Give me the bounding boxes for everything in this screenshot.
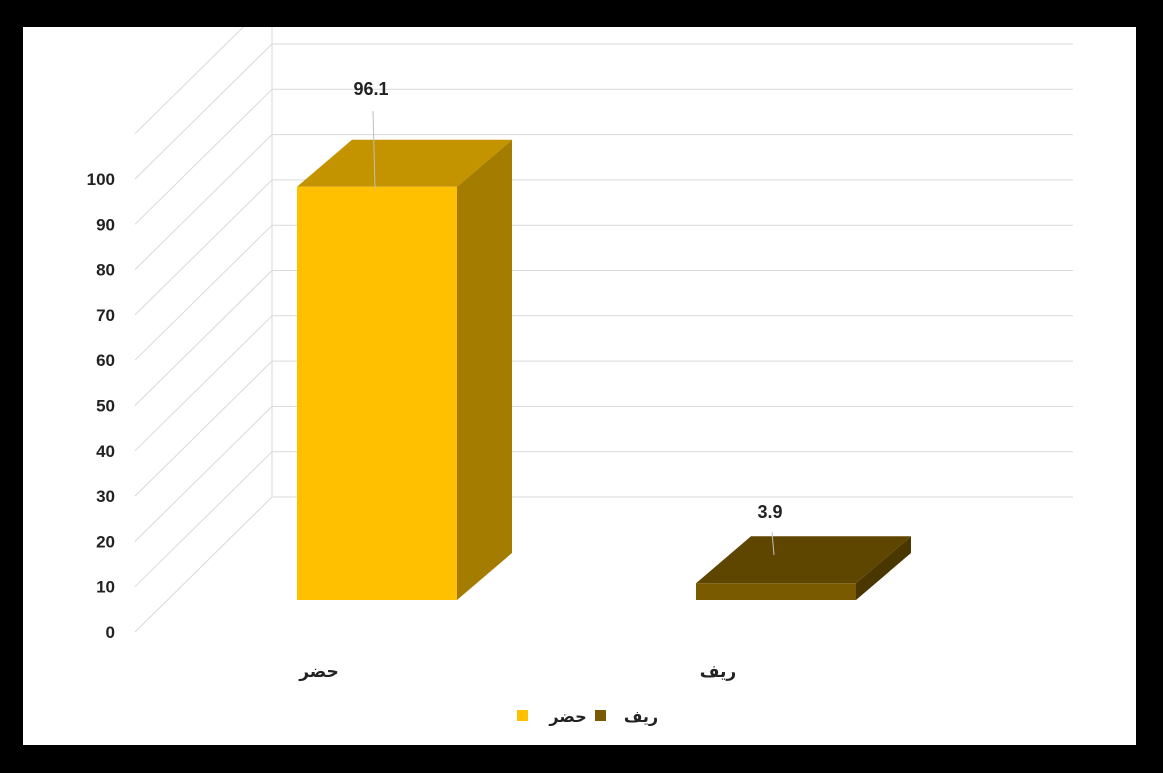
y-tick-label: 90 xyxy=(96,215,115,234)
bar-side-face xyxy=(457,139,512,600)
gridline-diagonal xyxy=(134,134,273,270)
y-tick-label: 80 xyxy=(96,261,115,280)
bar xyxy=(696,536,911,600)
bar-front-face xyxy=(297,186,457,600)
bar-front-face xyxy=(696,583,856,600)
y-tick-label: 50 xyxy=(96,397,115,416)
y-tick-label: 60 xyxy=(96,351,115,370)
gridlines xyxy=(134,27,1073,633)
gridline xyxy=(134,88,1073,225)
y-axis-ticks: 0 10 20 30 40 50 60 70 80 90 100 xyxy=(87,170,115,642)
y-tick-label: 40 xyxy=(96,442,115,461)
gridline-diagonal xyxy=(134,179,273,316)
y-tick-label: 30 xyxy=(96,487,115,506)
data-labels: 96.1 3.9 xyxy=(353,79,783,556)
gridline xyxy=(134,43,1073,180)
legend-label: ريف xyxy=(624,707,658,726)
gridline-diagonal xyxy=(134,88,273,225)
legend-label: حضر xyxy=(548,707,586,726)
chart-frame: 0 10 20 30 40 50 60 70 80 90 100 96.1 3.9 حضر ريف ري… xyxy=(23,27,1136,745)
data-label: 96.1 xyxy=(353,79,388,99)
gridline-diagonal xyxy=(134,27,244,135)
gridline xyxy=(134,405,1073,542)
x-axis-categories: حضر ريف xyxy=(298,662,736,682)
gridline xyxy=(134,224,1073,361)
gridline-diagonal xyxy=(134,451,273,588)
legend: ريف حضر xyxy=(517,707,658,726)
gridline xyxy=(134,179,1073,316)
gridline xyxy=(134,496,1073,633)
bar xyxy=(297,139,512,600)
y-tick-label: 10 xyxy=(96,578,115,597)
gridline-diagonal xyxy=(134,43,273,180)
gridline xyxy=(134,270,1073,406)
bar-chart: 0 10 20 30 40 50 60 70 80 90 100 96.1 3.9 حضر ريف ري… xyxy=(87,27,1073,726)
y-tick-label: 70 xyxy=(96,306,115,325)
bar-top-face xyxy=(297,139,512,187)
bar-top-face xyxy=(696,536,911,584)
gridline xyxy=(134,27,244,135)
y-tick-label: 20 xyxy=(96,532,115,551)
bars xyxy=(297,139,911,600)
y-tick-label: 100 xyxy=(87,170,115,189)
gridline-diagonal xyxy=(134,496,273,633)
gridline-diagonal xyxy=(134,406,273,542)
data-label-leader xyxy=(771,532,775,556)
gridline-diagonal xyxy=(134,270,273,406)
x-category-label: حضر xyxy=(298,662,339,682)
gridline-diagonal xyxy=(134,315,273,452)
gridline xyxy=(134,315,1073,452)
bar-side-face xyxy=(856,536,911,600)
x-category-label: ريف xyxy=(700,662,736,682)
legend-entry: حضر xyxy=(517,707,587,726)
gridline xyxy=(134,134,1073,270)
gridline-diagonal xyxy=(134,360,273,497)
data-label: 3.9 xyxy=(757,502,782,522)
legend-entry: ريف xyxy=(595,707,658,726)
legend-swatch xyxy=(517,710,528,721)
gridline xyxy=(134,451,1073,588)
legend-swatch xyxy=(595,710,606,721)
y-tick-label: 0 xyxy=(106,623,115,642)
gridline-diagonal xyxy=(134,224,273,361)
gridline xyxy=(134,360,1073,497)
data-label-leader xyxy=(372,110,376,189)
